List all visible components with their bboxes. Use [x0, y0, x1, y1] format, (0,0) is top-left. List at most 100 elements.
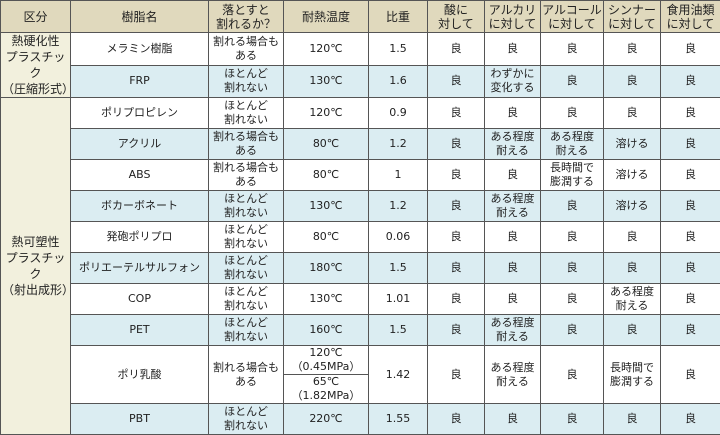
thinner-resistance: 良 — [604, 65, 661, 98]
heat-resistance: 65℃ （1.82MPa） — [284, 375, 369, 404]
category-cell: 熱可塑性 プラスチック （射出成形） — [1, 98, 71, 435]
alkali-resistance: ある程度 耐える — [485, 129, 541, 160]
oil-resistance: 良 — [661, 253, 720, 284]
alcohol-resistance: 良 — [541, 98, 604, 129]
alkali-resistance: 良 — [485, 253, 541, 284]
resin-name: COP — [71, 284, 209, 315]
resin-name: FRP — [71, 65, 209, 98]
acid-resistance: 良 — [428, 222, 485, 253]
resin-name: ポリプロピレン — [71, 98, 209, 129]
alkali-resistance: 良 — [485, 284, 541, 315]
alcohol-resistance: 良 — [541, 253, 604, 284]
header-alkali: アルカリ に対して — [485, 1, 541, 33]
acid-resistance: 良 — [428, 191, 485, 222]
acid-resistance: 良 — [428, 98, 485, 129]
header-acid: 酸に 対して — [428, 1, 485, 33]
oil-resistance: 良 — [661, 404, 720, 435]
alcohol-resistance: ある程度 耐える — [541, 129, 604, 160]
alcohol-resistance: 良 — [541, 346, 604, 404]
heat-resistance: 120℃ — [284, 98, 369, 129]
thinner-resistance: 長時間で 膨潤する — [604, 346, 661, 404]
specific-gravity: 1.6 — [369, 65, 428, 98]
thinner-resistance: 良 — [604, 315, 661, 346]
drop-break: ほとんど 割れない — [209, 404, 284, 435]
oil-resistance: 良 — [661, 222, 720, 253]
alcohol-resistance: 良 — [541, 33, 604, 66]
acid-resistance: 良 — [428, 33, 485, 66]
drop-break: 割れる場合も ある — [209, 346, 284, 404]
resin-name: PBT — [71, 404, 209, 435]
specific-gravity: 1.2 — [369, 129, 428, 160]
header-alcohol: アルコール に対して — [541, 1, 604, 33]
specific-gravity: 1.55 — [369, 404, 428, 435]
alkali-resistance: 良 — [485, 404, 541, 435]
heat-resistance: 130℃ — [284, 284, 369, 315]
alcohol-resistance: 良 — [541, 65, 604, 98]
acid-resistance: 良 — [428, 284, 485, 315]
heat-resistance: 160℃ — [284, 315, 369, 346]
heat-resistance: 120℃ — [284, 33, 369, 66]
oil-resistance: 良 — [661, 315, 720, 346]
oil-resistance: 良 — [661, 129, 720, 160]
header-heat-resistance: 耐熱温度 — [284, 1, 369, 33]
header-specific-gravity: 比重 — [369, 1, 428, 33]
oil-resistance: 良 — [661, 346, 720, 404]
header-category: 区分 — [1, 1, 71, 33]
alcohol-resistance: 良 — [541, 191, 604, 222]
thinner-resistance: 溶ける — [604, 191, 661, 222]
thinner-resistance: ある程度 耐える — [604, 284, 661, 315]
thinner-resistance: 良 — [604, 222, 661, 253]
heat-resistance: 80℃ — [284, 129, 369, 160]
oil-resistance: 良 — [661, 191, 720, 222]
oil-resistance: 良 — [661, 65, 720, 98]
heat-resistance: 80℃ — [284, 222, 369, 253]
drop-break: ほとんど 割れない — [209, 253, 284, 284]
alkali-resistance: 良 — [485, 98, 541, 129]
heat-resistance: 80℃ — [284, 160, 369, 191]
thinner-resistance: 良 — [604, 404, 661, 435]
drop-break: ほとんど 割れない — [209, 315, 284, 346]
drop-break: ほとんど 割れない — [209, 65, 284, 98]
drop-break: ほとんど 割れない — [209, 191, 284, 222]
specific-gravity: 1.5 — [369, 253, 428, 284]
resin-name: PET — [71, 315, 209, 346]
alcohol-resistance: 良 — [541, 315, 604, 346]
thinner-resistance: 溶ける — [604, 160, 661, 191]
drop-break: 割れる場合も ある — [209, 33, 284, 66]
acid-resistance: 良 — [428, 346, 485, 404]
thinner-resistance: 良 — [604, 253, 661, 284]
thinner-resistance: 良 — [604, 98, 661, 129]
drop-break: ほとんど 割れない — [209, 98, 284, 129]
acid-resistance: 良 — [428, 160, 485, 191]
acid-resistance: 良 — [428, 129, 485, 160]
heat-resistance: 130℃ — [284, 65, 369, 98]
specific-gravity: 1.42 — [369, 346, 428, 404]
alkali-resistance: 良 — [485, 222, 541, 253]
acid-resistance: 良 — [428, 65, 485, 98]
resin-name: ボカーボネート — [71, 191, 209, 222]
header-drop-break: 落とすと 割れるか？ — [209, 1, 284, 33]
specific-gravity: 0.9 — [369, 98, 428, 129]
resin-name: 発砲ポリプロ — [71, 222, 209, 253]
specific-gravity: 1.5 — [369, 315, 428, 346]
oil-resistance: 良 — [661, 284, 720, 315]
heat-resistance: 130℃ — [284, 191, 369, 222]
specific-gravity: 0.06 — [369, 222, 428, 253]
resin-name: ポリエーテルサルフォン — [71, 253, 209, 284]
heat-resistance: 220℃ — [284, 404, 369, 435]
oil-resistance: 良 — [661, 160, 720, 191]
acid-resistance: 良 — [428, 404, 485, 435]
resin-name: アクリル — [71, 129, 209, 160]
alcohol-resistance: 良 — [541, 284, 604, 315]
